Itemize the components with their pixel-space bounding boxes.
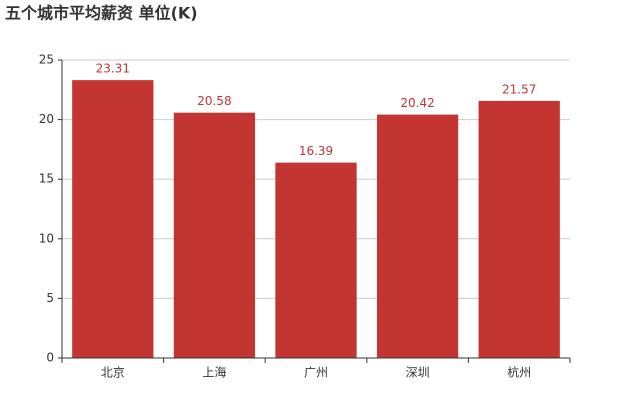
chart-title: 五个城市平均薪资 单位(K) [5,4,198,23]
value-label: 20.58 [197,94,231,108]
value-label: 23.31 [96,62,130,76]
y-tick-label: 0 [46,351,54,365]
bar [275,162,357,358]
x-tick-label: 广州 [304,366,328,380]
y-tick-label: 25 [39,53,54,67]
bar [478,100,560,359]
value-label: 20.42 [400,96,434,110]
x-tick-label: 深圳 [406,366,430,380]
x-tick-label: 北京 [101,366,125,380]
x-tick-label: 杭州 [507,365,531,380]
y-tick-label: 10 [39,231,54,245]
bar [376,114,459,358]
bar [173,112,256,358]
y-tick-label: 20 [39,112,54,126]
y-tick-label: 15 [39,172,54,186]
value-label: 16.39 [299,144,333,158]
bar [72,80,154,358]
y-tick-label: 5 [46,291,54,305]
x-tick-label: 上海 [202,365,226,380]
value-label: 21.57 [502,82,536,96]
